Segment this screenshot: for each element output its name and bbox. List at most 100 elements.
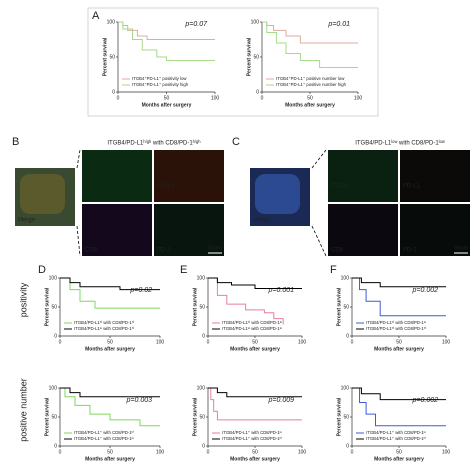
- connector: [76, 225, 81, 257]
- image-tile: [328, 150, 398, 202]
- connector: [311, 225, 327, 257]
- survival-curve: [352, 387, 446, 401]
- legend-label: ITGB4/PD-L1ʰⁱ with CD8/PD-1ˡᵒ: [366, 319, 426, 325]
- image-tile: [82, 150, 152, 202]
- y-tick-label: 100: [49, 275, 58, 281]
- legend-label: ITGB4/PD-L1⁺ with CD8/PD-1ʰⁱ: [74, 429, 134, 435]
- image-tile: [400, 204, 470, 256]
- y-tick-label: 0: [346, 333, 349, 339]
- image-tile: [82, 204, 152, 256]
- legend-label: ITGB4/PD-L1ˡᵒ with CD8/PD-1ˡᵒ: [222, 326, 282, 331]
- y-tick-label: 100: [49, 385, 58, 391]
- image-tile: [328, 204, 398, 256]
- x-tick-label: 50: [396, 339, 402, 345]
- row-label: positive number: [18, 378, 28, 442]
- survival-curve: [60, 387, 160, 427]
- x-tick-label: 50: [252, 339, 258, 345]
- tile-label: PD-1: [157, 248, 171, 254]
- x-axis-label: Months after surgery: [85, 456, 135, 462]
- survival-curve: [118, 21, 215, 61]
- p-value: p=0.003: [126, 397, 153, 404]
- y-tick-label: 0: [346, 443, 349, 449]
- y-axis-label: Percent survival: [246, 37, 252, 76]
- tile-label: PD-L1: [157, 184, 175, 190]
- x-tick-label: 100: [442, 449, 451, 455]
- x-tick-label: 0: [207, 449, 210, 455]
- x-axis-label: Months after surgery: [374, 346, 424, 352]
- y-axis-label: Percent survival: [44, 397, 50, 436]
- merge-label: Merge: [18, 218, 36, 224]
- y-tick-label: 50: [51, 304, 57, 310]
- panel-label: C: [232, 136, 240, 148]
- legend-label: ITGB4⁺PD-L1⁺ positive number low: [276, 76, 345, 81]
- y-axis-label: Percent survival: [336, 397, 342, 436]
- x-axis-label: Months after surgery: [230, 456, 280, 462]
- y-tick-label: 50: [51, 414, 57, 420]
- y-tick-label: 0: [256, 89, 259, 95]
- survival-curve: [208, 277, 284, 325]
- panel-label: E: [180, 264, 187, 276]
- survival-curve: [60, 277, 160, 291]
- y-axis-label: Percent survival: [44, 287, 50, 326]
- image-tile: [154, 204, 224, 256]
- legend-label: ITGB4/PD-L1ʰⁱ with CD8/PD-1ʰⁱ: [366, 325, 426, 331]
- x-tick-label: 50: [107, 339, 113, 345]
- x-tick-label: 50: [396, 449, 402, 455]
- y-axis-label: Percent survival: [192, 287, 198, 326]
- x-axis-label: Months after surgery: [142, 102, 192, 108]
- p-value: p=0.001: [268, 287, 295, 294]
- image-title: ITGB4/PD-L1ʰⁱᵍʰ with CD8/PD-1ʰⁱᵍʰ: [107, 139, 200, 147]
- panel-a-frame: [87, 7, 379, 117]
- legend-label: ITGB4/PD-L1ʰⁱ with CD8/PD-1ˡᵒ: [222, 319, 282, 325]
- legend-label: ITGB4/PD-L1ˡᵒ with CD8/PD-1ʰⁱ: [74, 325, 134, 331]
- y-tick-label: 0: [112, 89, 115, 95]
- merge-label: Merge: [253, 218, 271, 224]
- x-tick-label: 0: [351, 449, 354, 455]
- x-tick-label: 50: [164, 95, 170, 101]
- panel-label: D: [38, 264, 46, 276]
- x-tick-label: 100: [354, 95, 363, 101]
- y-tick-label: 100: [341, 385, 350, 391]
- p-value: p=0.002: [412, 397, 439, 404]
- image-tile: [400, 150, 470, 202]
- p-value: p=0.002: [412, 287, 439, 294]
- x-tick-label: 100: [442, 339, 451, 345]
- tile-label: PD-L1: [403, 184, 421, 190]
- y-tick-label: 0: [54, 333, 57, 339]
- legend-label: ITGB4⁺PD-L1⁺ positivity low: [132, 76, 187, 81]
- x-tick-label: 100: [298, 449, 307, 455]
- connector: [76, 149, 81, 169]
- x-tick-label: 100: [156, 449, 165, 455]
- x-axis-label: Months after surgery: [85, 346, 135, 352]
- legend-label: ITGB4/PD-L1⁺ with CD8/PD-1ˡᵒ: [74, 436, 134, 441]
- legend-label: ITGB4/PD-L1ʰⁱ with CD8/PD-1ʰⁱ: [74, 319, 134, 325]
- connector: [311, 149, 327, 169]
- p-value: p=0.009: [268, 397, 295, 404]
- y-tick-label: 0: [202, 333, 205, 339]
- y-tick-label: 50: [199, 414, 205, 420]
- panel-label: F: [330, 264, 337, 276]
- legend-label: ITGB4/PD-L1⁺ with CD8/PD-1ʰⁱ: [222, 435, 282, 441]
- y-tick-label: 0: [202, 443, 205, 449]
- x-tick-label: 50: [252, 449, 258, 455]
- tile-label: CD8: [85, 248, 98, 254]
- panel-label: A: [92, 10, 100, 22]
- survival-curve: [352, 387, 446, 427]
- tile-label: ITGB4: [331, 184, 349, 190]
- merge-texture: [255, 174, 300, 214]
- y-axis-label: Percent survival: [192, 397, 198, 436]
- x-tick-label: 100: [211, 95, 220, 101]
- survival-curve: [352, 277, 446, 288]
- y-tick-label: 100: [107, 19, 116, 25]
- survival-curve: [262, 21, 358, 68]
- p-value: p=0.01: [327, 21, 350, 28]
- y-tick-label: 50: [343, 304, 349, 310]
- x-tick-label: 100: [298, 339, 307, 345]
- tile-label: PD-1: [403, 248, 417, 254]
- legend-label: ITGB4⁺PD-L1⁺ positive number high: [276, 82, 347, 87]
- x-tick-label: 0: [261, 95, 264, 101]
- legend-label: ITGB4/PD-L1⁺ with CD8/PD-1ʰⁱ: [366, 435, 426, 441]
- y-tick-label: 100: [251, 19, 260, 25]
- x-tick-label: 0: [117, 95, 120, 101]
- x-tick-label: 50: [307, 95, 313, 101]
